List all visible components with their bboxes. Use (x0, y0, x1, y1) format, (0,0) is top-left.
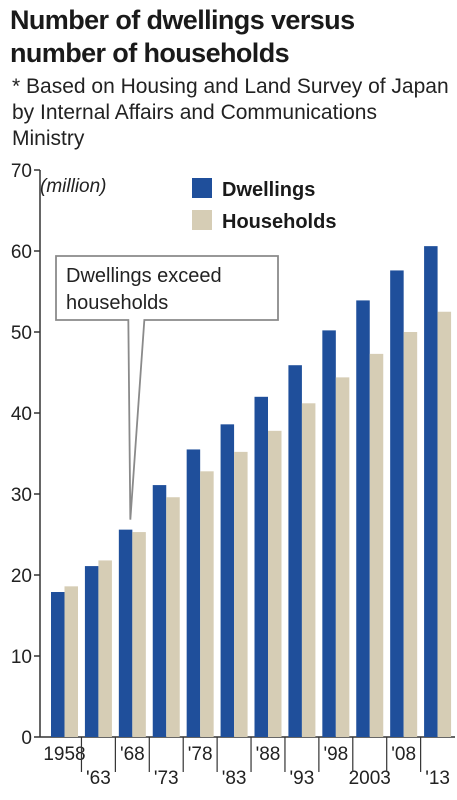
bar-dwellings-8 (322, 330, 336, 737)
legend-swatch-dwellings (192, 178, 212, 198)
y-tick-label: 30 (11, 485, 32, 506)
chart-title: Number of dwellings versus number of hou… (10, 5, 355, 68)
x-tick-label: 2003 (349, 768, 391, 789)
bar-households-6 (268, 430, 282, 737)
bar-dwellings-0 (51, 592, 65, 737)
bar-households-5 (234, 451, 248, 737)
bar-households-4 (200, 471, 214, 737)
legend-label-households: Households (222, 211, 336, 233)
bar-dwellings-10 (390, 270, 404, 737)
bar-dwellings-11 (424, 246, 438, 737)
x-tick-label: 1958 (43, 744, 85, 765)
bar-households-3 (166, 497, 180, 737)
bar-dwellings-1 (84, 566, 99, 737)
x-tick-label: '73 (154, 768, 179, 789)
bar-dwellings-6 (254, 396, 268, 737)
x-tick-label: '83 (222, 768, 247, 789)
bar-dwellings-9 (356, 300, 370, 737)
y-tick-label: 50 (11, 323, 32, 344)
bar-dwellings-2 (118, 529, 133, 737)
x-tick-label: '13 (425, 768, 450, 789)
callout-text: Dwellings exceed (66, 265, 222, 287)
y-tick-label: 40 (11, 404, 32, 425)
x-tick-label: '63 (86, 768, 111, 789)
y-tick-label: 70 (11, 161, 32, 182)
bar-households-1 (98, 560, 112, 737)
x-tick-label: '88 (256, 744, 281, 765)
bar-dwellings-5 (220, 424, 235, 737)
bar-households-7 (301, 403, 316, 737)
bar-households-0 (64, 586, 78, 737)
bar-households-8 (335, 377, 350, 737)
bar-households-2 (132, 532, 146, 737)
bar-households-10 (403, 332, 418, 737)
y-tick-label: 10 (11, 647, 32, 668)
y-tick-label: 60 (11, 242, 32, 263)
bar-dwellings-4 (186, 449, 201, 737)
callout-text: households (66, 292, 168, 314)
x-tick-label: '78 (188, 744, 213, 765)
legend-swatch-households (192, 210, 212, 230)
y-tick-label: 20 (11, 566, 32, 587)
y-unit-label: (million) (40, 176, 107, 197)
bar-households-11 (437, 311, 452, 737)
bar-dwellings-3 (152, 485, 167, 737)
x-tick-label: '98 (323, 744, 348, 765)
bar-dwellings-7 (288, 365, 302, 737)
x-tick-label: '08 (391, 744, 416, 765)
x-tick-label: '68 (120, 744, 145, 765)
x-tick-label: '93 (290, 768, 315, 789)
y-tick-label: 0 (21, 728, 32, 749)
legend-label-dwellings: Dwellings (222, 179, 315, 201)
bar-households-9 (369, 353, 384, 737)
source-note: * Based on Housing and Land Survey of Ja… (12, 75, 449, 150)
callout-box (55, 255, 279, 520)
